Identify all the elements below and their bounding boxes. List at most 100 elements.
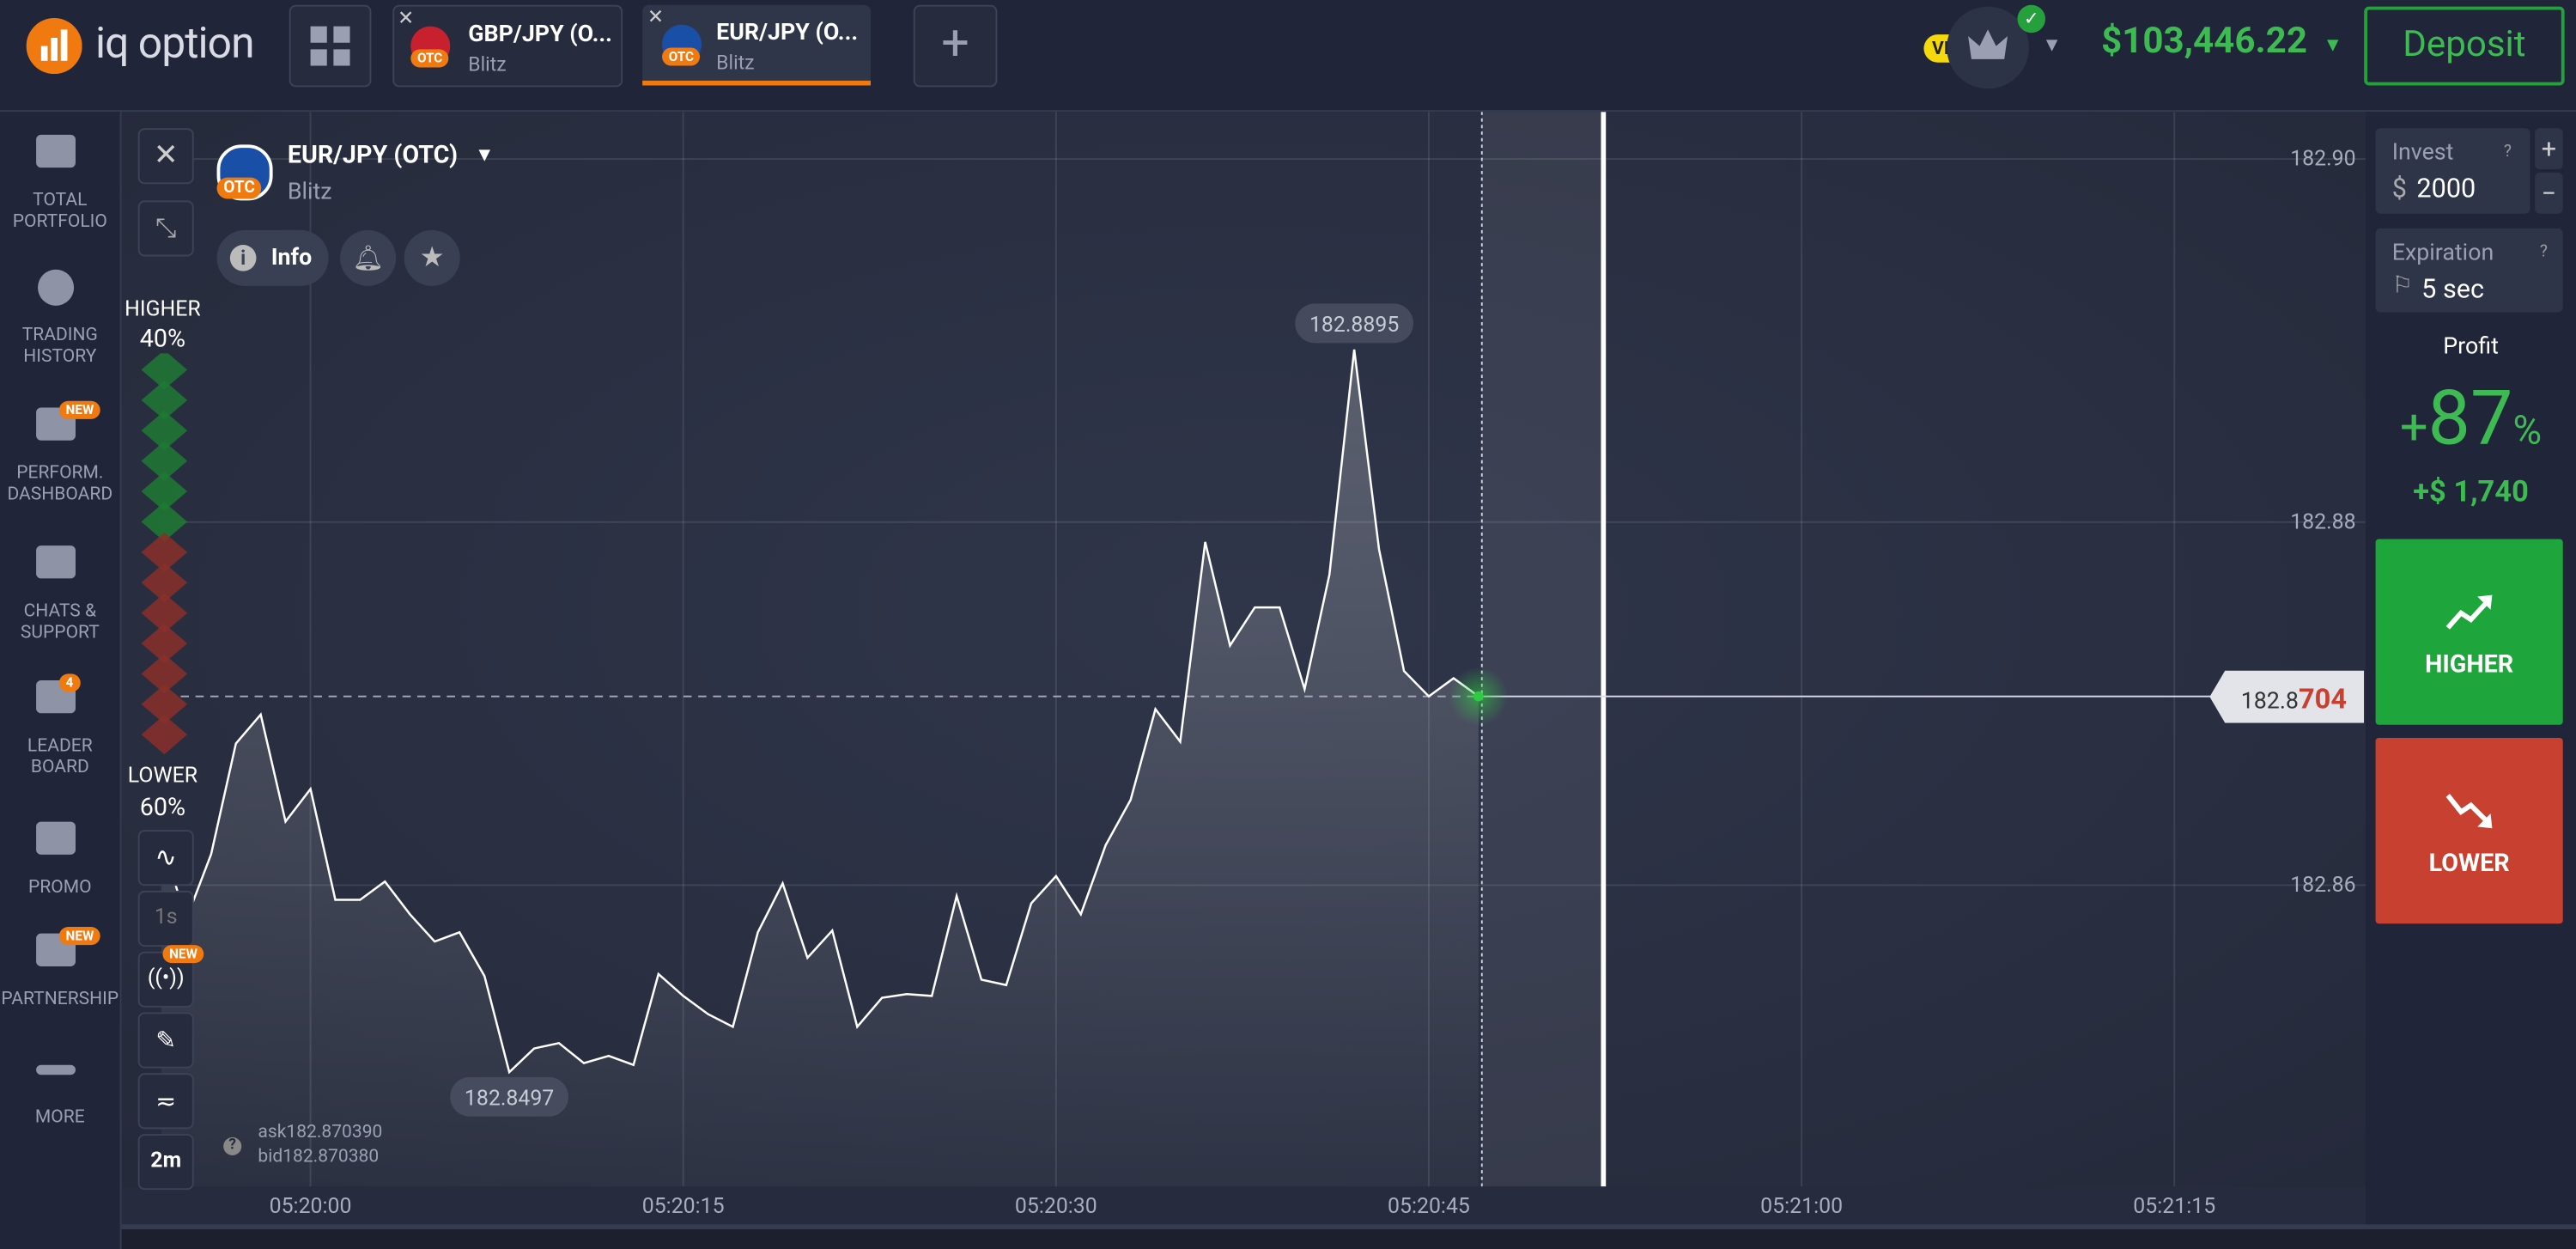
x-tick-label: 05:20:15 [642, 1194, 725, 1219]
sidebar-badge: NEW [58, 927, 101, 946]
sentiment-diamond [141, 684, 188, 724]
sentiment-diamond [141, 532, 188, 572]
sidebar-label: HISTORY [23, 344, 97, 367]
expiration-label: Expiration [2391, 240, 2494, 266]
x-tick-label: 05:20:45 [1388, 1194, 1470, 1219]
price-annotation-bg [1295, 303, 1414, 344]
asset-name[interactable]: EUR/JPY (OTC) [287, 139, 459, 170]
profit-label: Profit [2443, 333, 2499, 360]
sidebar-label: PROMO [28, 875, 92, 898]
sentiment-diamond [141, 472, 188, 511]
sentiment-diamond [141, 411, 188, 451]
sidebar-label: MORE [34, 1106, 85, 1128]
chart: 182.90 182.88 182.86 05:20:00 05:20:15 05:20:… [121, 112, 2366, 1225]
sidebar-icon [36, 1064, 76, 1075]
tab-close[interactable]: ✕ [398, 6, 415, 30]
balance[interactable]: $103,446.22 [2101, 21, 2308, 63]
x-tick-label: 05:20:30 [1015, 1194, 1097, 1219]
payout: +$ 1,740 [2413, 474, 2529, 510]
verified-icon: ✓ [2017, 4, 2046, 34]
sentiment-diamond [141, 624, 188, 663]
expiration-box[interactable]: Expiration ? ⚐ 5 sec [2375, 228, 2563, 313]
invest-plus[interactable]: + [2535, 128, 2563, 170]
asset-type: Blitz [287, 179, 332, 206]
lower-button[interactable]: LOWER [2375, 738, 2563, 924]
lower-button-label: LOWER [2428, 848, 2510, 878]
add-tab-button[interactable]: + [913, 4, 998, 88]
sidebar-icon [36, 134, 76, 168]
quote-help[interactable]: ? [223, 1136, 242, 1155]
period-button[interactable]: 2m [137, 1134, 194, 1191]
sidebar-label: PORTFOLIO [12, 210, 107, 232]
price-annotation: 182.8895 [1309, 313, 1399, 338]
grid-button[interactable] [289, 4, 372, 88]
current-price-main: 182.8 [2240, 688, 2299, 716]
bid-price: bid182.870380 [258, 1145, 380, 1167]
new-badge: NEW [162, 945, 204, 964]
sidebar-label: PERFORM. [16, 461, 104, 484]
area [161, 349, 1479, 1187]
invest-amount[interactable]: 2000 [2416, 172, 2476, 204]
chart-type-button[interactable]: ∿ [137, 830, 194, 886]
tab-close[interactable]: ✕ [647, 4, 665, 28]
higher-button[interactable]: HIGHER [2375, 539, 2563, 725]
sidebar-badge: 4 [58, 673, 80, 692]
current-price-tag: 182.8704 [2209, 670, 2365, 723]
bottom-strip [121, 1224, 2576, 1249]
sidebar-icon [38, 269, 75, 306]
info-button[interactable]: i Info [216, 229, 329, 286]
timeframe-button[interactable]: 1s [137, 890, 194, 947]
favorite-button[interactable]: ★ [404, 229, 460, 286]
profit-value: 87 [2427, 375, 2513, 464]
x-tick-label: 05:20:00 [270, 1194, 352, 1219]
lower-percent: 60% [139, 792, 186, 822]
sentiment-diamond [141, 563, 188, 603]
indicators-button[interactable]: ≂ [137, 1073, 194, 1130]
sidebar-icon [36, 821, 76, 855]
invest-minus[interactable]: − [2535, 172, 2563, 214]
tab-subtitle: Blitz [716, 51, 755, 75]
account-dropdown[interactable]: ▼ [2042, 33, 2062, 57]
top-bar: iq option ✕ OTC GBP/JPY (O... Blitz ✕ OT… [0, 0, 2576, 113]
sentiment-diamond [141, 441, 188, 481]
current-point [1473, 691, 1484, 702]
sidebar-label: TOTAL [33, 189, 88, 210]
sentiment-bar [141, 353, 188, 755]
profit-percent: +87% [2366, 375, 2576, 463]
purchase-zone [1481, 112, 1604, 1187]
sidebar-label: SUPPORT [20, 621, 100, 643]
x-tick-label: 05:21:15 [2133, 1194, 2215, 1219]
y-tick-label: 182.90 [2290, 147, 2355, 172]
asset-badge: OTC [216, 177, 262, 199]
balance-dropdown[interactable]: ▼ [2323, 33, 2343, 57]
price-annotation: 182.8497 [465, 1086, 554, 1111]
higher-label: HIGHER [125, 297, 201, 322]
tab-title: EUR/JPY (O... [716, 19, 859, 46]
higher-percent: 40% [139, 323, 186, 354]
y-tick-label: 182.88 [2290, 509, 2355, 534]
draw-button[interactable]: ✎ [137, 1012, 194, 1069]
collapse-button[interactable]: ⤡ [137, 200, 194, 257]
asset-dropdown[interactable]: ▼ [474, 143, 495, 167]
asset-tab[interactable]: ✕ OTC GBP/JPY (O... Blitz [392, 4, 623, 88]
trade-panel: Invest ? $ 2000 + − Expiration ? ⚐ 5 sec… [2366, 112, 2576, 1225]
sentiment-diamond [141, 353, 188, 390]
invest-label: Invest [2391, 139, 2454, 167]
sidebar-label: LEADER [27, 734, 93, 757]
tab-title: GBP/JPY (O... [468, 21, 612, 48]
currency: $ [2391, 172, 2407, 204]
info-label: Info [270, 245, 313, 271]
ask-price: ask182.870390 [258, 1120, 383, 1142]
invest-box[interactable]: Invest ? $ 2000 [2375, 128, 2530, 214]
price-annotation-bg [450, 1076, 568, 1117]
sidebar-label: TRADING [21, 323, 98, 345]
avatar[interactable] [1947, 6, 2029, 89]
sidebar-badge: NEW [58, 400, 101, 419]
deposit-button[interactable]: Deposit [2364, 6, 2565, 86]
asset-tab-active[interactable]: ✕ OTC EUR/JPY (O... Blitz [642, 4, 872, 86]
sidebar-label: PARTNERSHIP [1, 987, 119, 1009]
close-chart-button[interactable]: ✕ [137, 128, 194, 185]
sidebar-label: CHATS & [23, 600, 97, 622]
alert-button[interactable]: 🔔︎ [340, 229, 397, 286]
